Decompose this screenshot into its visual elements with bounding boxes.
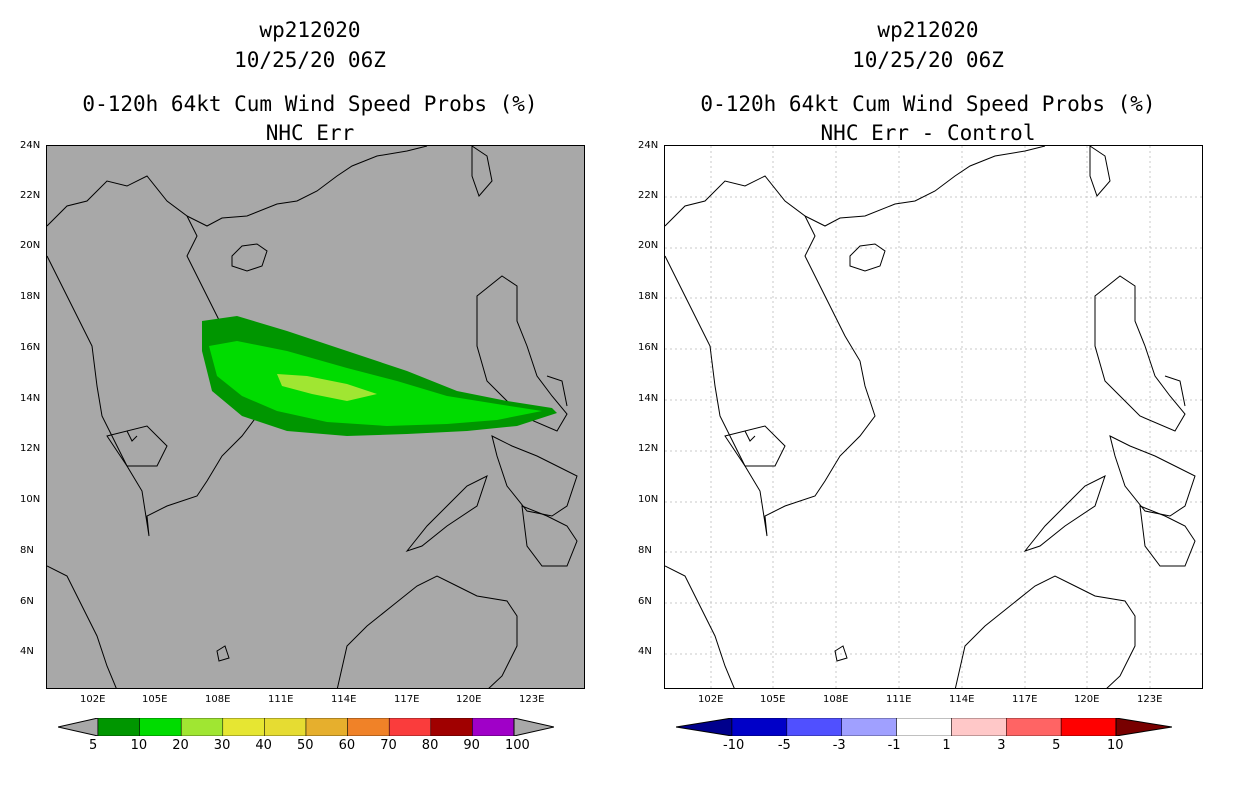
colorbar-arrow-low xyxy=(58,718,99,736)
colorbar-segment xyxy=(139,718,182,736)
right-gridlines xyxy=(665,146,1202,688)
lat-label: 22N xyxy=(638,190,659,201)
left-subtitle: NHC Err xyxy=(265,121,355,145)
colorbar-segment xyxy=(841,718,897,736)
lon-label: 114E xyxy=(949,694,975,705)
colorbar-segment xyxy=(951,718,1007,736)
colorbar-segment xyxy=(180,718,224,736)
lat-label: 10N xyxy=(638,494,659,505)
lon-label: 117E xyxy=(1012,694,1038,705)
lon-label: 111E xyxy=(886,694,912,705)
lat-label: 16N xyxy=(638,342,659,353)
lat-label: 20N xyxy=(20,240,41,251)
lat-label: 24N xyxy=(638,140,659,151)
colorbar-label: 50 xyxy=(297,738,314,753)
colorbar-label: -10 xyxy=(723,738,745,753)
right-difference-map xyxy=(664,145,1203,689)
colorbar-segment xyxy=(896,718,952,736)
left-storm-id: wp212020 xyxy=(259,18,361,42)
lat-label: 14N xyxy=(20,393,41,404)
colorbar-segment xyxy=(786,718,842,736)
left-coastlines xyxy=(47,146,578,688)
lat-label: 8N xyxy=(638,545,652,556)
colorbar-segment xyxy=(1006,718,1062,736)
colorbar-label: 10 xyxy=(1107,738,1124,753)
colorbar-label: 10 xyxy=(130,738,148,753)
right-datetime: 10/25/20 06Z xyxy=(852,48,1004,72)
lon-label: 102E xyxy=(80,694,106,705)
colorbar-label: -1 xyxy=(887,738,901,753)
lat-label: 14N xyxy=(638,393,659,404)
lat-label: 22N xyxy=(20,190,41,201)
lon-label: 105E xyxy=(142,694,168,705)
colorbar-label: 40 xyxy=(255,738,272,753)
colorbar-label: 1 xyxy=(942,738,951,753)
lon-label: 105E xyxy=(760,694,786,705)
lon-label: 108E xyxy=(823,694,849,705)
colorbar-label: 20 xyxy=(172,738,189,753)
colorbar-label: 5 xyxy=(89,738,98,753)
lon-label: 117E xyxy=(394,694,420,705)
lat-label: 12N xyxy=(638,443,659,454)
right-colorbar xyxy=(676,718,1172,736)
right-title: 0-120h 64kt Cum Wind Speed Probs (%) xyxy=(700,92,1156,116)
colorbar-label: -5 xyxy=(777,738,791,753)
lat-label: 8N xyxy=(20,545,34,556)
lon-label: 123E xyxy=(1137,694,1163,705)
colorbar-label: 5 xyxy=(1052,738,1061,753)
lat-label: 16N xyxy=(20,342,41,353)
lat-label: 18N xyxy=(638,291,659,302)
right-subtitle: NHC Err - Control xyxy=(820,121,1036,145)
colorbar-segment xyxy=(305,718,348,736)
lat-label: 6N xyxy=(20,596,34,607)
lat-label: 18N xyxy=(20,291,41,302)
lat-label: 24N xyxy=(20,140,41,151)
lon-label: 123E xyxy=(519,694,545,705)
left-datetime: 10/25/20 06Z xyxy=(234,48,386,72)
colorbar-segment xyxy=(264,718,307,736)
colorbar-segment xyxy=(472,718,515,736)
colorbar-label: 30 xyxy=(213,738,231,753)
left-colorbar xyxy=(58,718,554,736)
colorbar-arrow-high xyxy=(513,718,554,736)
lat-label: 6N xyxy=(638,596,652,607)
colorbar-label: 60 xyxy=(338,738,356,753)
left-title: 0-120h 64kt Cum Wind Speed Probs (%) xyxy=(82,92,538,116)
right-coastlines xyxy=(665,146,1196,688)
lat-label: 12N xyxy=(20,443,41,454)
left-probability-map xyxy=(46,145,585,689)
colorbar-segment xyxy=(347,718,390,736)
lat-label: 4N xyxy=(638,646,652,657)
lat-label: 10N xyxy=(20,494,41,505)
lat-label: 4N xyxy=(20,646,34,657)
colorbar-label: 3 xyxy=(997,738,1006,753)
colorbar-arrow-low xyxy=(676,718,733,736)
colorbar-label: 100 xyxy=(505,738,530,753)
colorbar-segment xyxy=(388,718,432,736)
colorbar-segment xyxy=(1060,718,1117,736)
colorbar-label: -3 xyxy=(832,738,846,753)
colorbar-arrow-high xyxy=(1115,718,1172,736)
left-probability-swath xyxy=(202,316,557,436)
colorbar-segment xyxy=(731,718,788,736)
lon-label: 111E xyxy=(268,694,294,705)
colorbar-segment xyxy=(222,718,265,736)
lon-label: 114E xyxy=(331,694,357,705)
right-storm-id: wp212020 xyxy=(877,18,979,42)
colorbar-segment xyxy=(97,718,140,736)
colorbar-segment xyxy=(430,718,473,736)
colorbar-label: 70 xyxy=(380,738,397,753)
colorbar-label: 80 xyxy=(421,738,439,753)
lon-label: 120E xyxy=(456,694,482,705)
colorbar-label: 90 xyxy=(463,738,480,753)
lon-label: 120E xyxy=(1074,694,1100,705)
lon-label: 102E xyxy=(698,694,724,705)
lon-label: 108E xyxy=(205,694,231,705)
lat-label: 20N xyxy=(638,240,659,251)
